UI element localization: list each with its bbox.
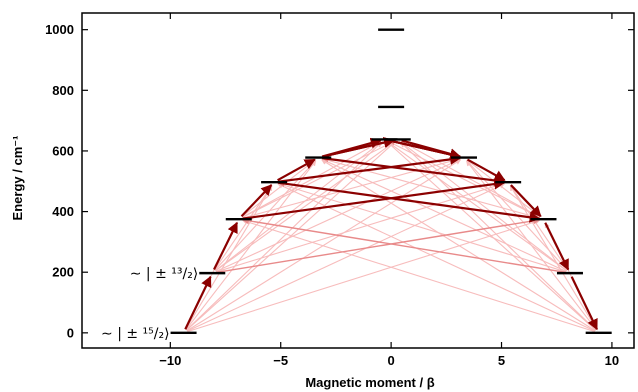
transition-arrow-weak: [185, 185, 273, 330]
y-tick-label: 0: [67, 325, 74, 340]
transition-arrow-weak: [186, 141, 396, 331]
transition-arrows: [184, 137, 598, 333]
transition-arrow-weak: [215, 141, 382, 272]
plot-frame: [81, 12, 635, 349]
transition-arrow-medium: [242, 217, 567, 274]
x-axis-ticks: −10 −5 0 5 10: [159, 13, 619, 368]
x-tick-label: 10: [605, 353, 619, 368]
y-tick-label: 600: [52, 143, 74, 158]
transition-arrow-weak: [277, 183, 596, 332]
transition-arrow-strong: [322, 157, 506, 186]
transition-arrow-weak: [387, 141, 597, 331]
transition-arrow-weak: [400, 140, 541, 218]
y-tick-label: 200: [52, 265, 74, 280]
x-tick-label: 0: [388, 353, 395, 368]
transition-arrow-weak: [215, 158, 461, 272]
transition-arrow-strong: [277, 158, 316, 182]
state-label: ∼ | ± ¹⁵/₂⟩: [101, 326, 170, 342]
x-axis-label: Magnetic moment / β: [305, 375, 434, 390]
state-label: ∼ | ± ¹³/₂⟩: [130, 266, 199, 282]
transition-arrow-weak: [400, 141, 568, 272]
transition-arrow-strong: [388, 139, 462, 160]
transition-arrow-weak: [321, 158, 567, 272]
transition-arrow-weak: [242, 140, 382, 218]
y-axis-label: Energy / cm⁻¹: [10, 136, 25, 221]
transition-arrow-weak: [242, 140, 395, 218]
transition-arrow-weak: [387, 141, 568, 272]
energy-levels: [170, 28, 612, 335]
transition-arrow-medium: [216, 217, 541, 274]
transition-arrow-weak: [186, 159, 462, 332]
transition-arrow-weak: [187, 219, 541, 333]
transition-arrow-weak: [321, 159, 596, 332]
transition-arrow-strong: [277, 153, 462, 183]
x-tick-label: 5: [498, 353, 505, 368]
transition-arrow-weak: [277, 182, 567, 273]
transition-arrow-weak: [214, 185, 273, 271]
transition-arrow-strong: [184, 275, 212, 330]
transition-arrow-strong: [213, 221, 238, 271]
transition-arrow-weak: [509, 185, 569, 271]
transition-arrow-weak: [215, 141, 395, 272]
transition-arrow-weak: [186, 141, 383, 331]
transition-arrow-strong: [570, 276, 598, 331]
x-tick-label: −10: [159, 353, 181, 368]
state-labels: ∼ | ± ¹⁵/₂⟩ ∼ | ± ¹³/₂⟩: [101, 266, 198, 342]
transition-arrow-strong: [321, 137, 395, 158]
transition-arrow-weak: [241, 159, 316, 218]
transition-arrow-weak: [186, 183, 506, 332]
transition-arrow-weak: [321, 157, 540, 219]
transition-arrow-weak: [509, 185, 598, 330]
y-tick-label: 1000: [45, 22, 74, 37]
transition-arrow-weak: [387, 140, 541, 218]
x-tick-label: −5: [273, 353, 288, 368]
y-tick-label: 400: [52, 204, 74, 219]
transition-arrow-strong: [510, 184, 542, 218]
transition-arrow-weak: [400, 141, 597, 331]
transition-arrow-weak: [242, 219, 596, 333]
y-axis-ticks: 0 200 400 600 800 1000: [45, 22, 634, 340]
transition-arrow-weak: [242, 157, 461, 219]
transition-arrow-strong: [277, 181, 541, 223]
transition-arrow-strong: [242, 178, 506, 220]
transition-arrow-weak: [215, 182, 505, 273]
y-tick-label: 800: [52, 83, 74, 98]
transition-arrow-strong: [544, 222, 570, 271]
transition-arrow-strong: [240, 184, 273, 218]
